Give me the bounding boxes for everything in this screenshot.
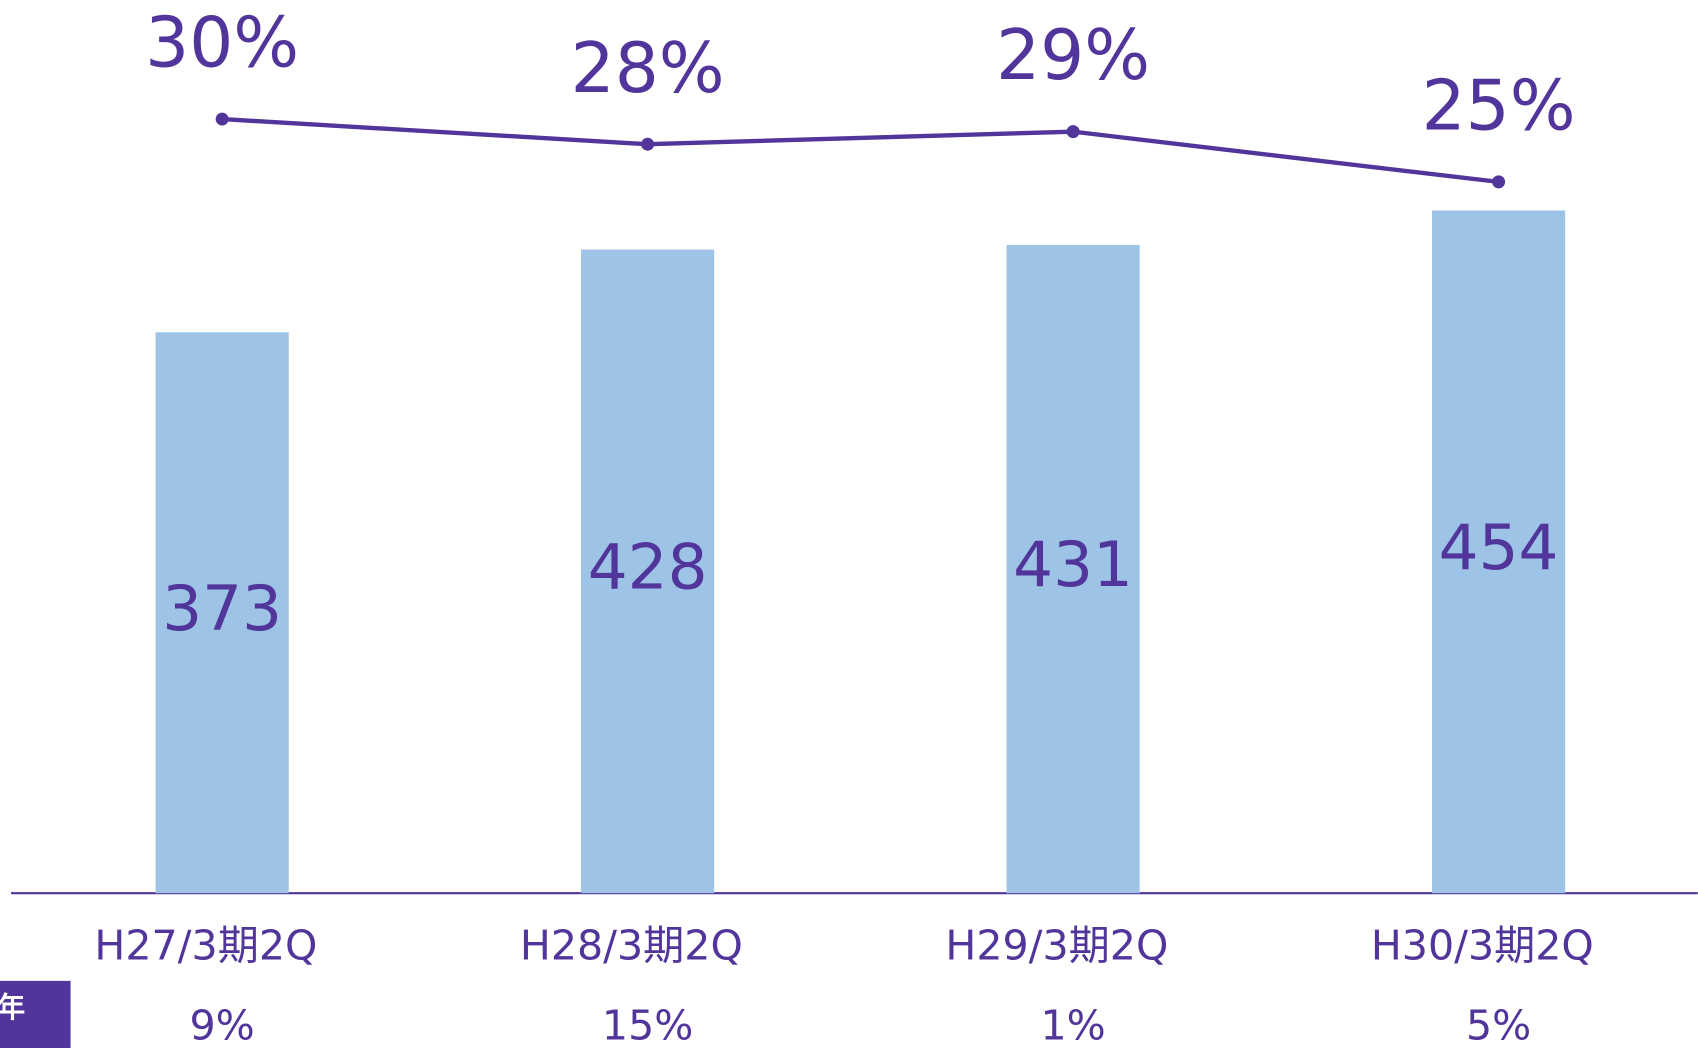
line-value-label: 29% <box>996 16 1150 96</box>
line-point <box>1066 125 1080 139</box>
x-tick-label: H27/3期2Q <box>94 921 317 969</box>
line <box>222 116 1499 185</box>
row-label-box <box>0 980 71 1048</box>
growth-label: 5% <box>1466 1002 1531 1048</box>
bar-value-label: 431 <box>1013 528 1133 601</box>
bar <box>1006 245 1140 894</box>
bar-value-label: 373 <box>162 572 282 645</box>
line-value-label: 25% <box>1422 66 1576 146</box>
bar <box>1432 210 1566 894</box>
bar-value-label: 428 <box>588 530 708 603</box>
growth-label: 1% <box>1040 1002 1105 1048</box>
line-point <box>641 137 655 151</box>
line-point <box>1492 175 1506 189</box>
growth-label: 15% <box>602 1002 693 1048</box>
line-point <box>215 112 229 126</box>
line-value-label: 30% <box>145 4 299 84</box>
bar <box>155 332 289 894</box>
x-tick-label: H28/3期2Q <box>520 921 743 969</box>
x-tick-label: H30/3期2Q <box>1371 921 1594 969</box>
line-value-label: 28% <box>571 29 725 109</box>
x-tick-label: H29/3期2Q <box>945 921 1168 969</box>
bar-value-label: 454 <box>1439 511 1559 584</box>
row-label: 年 <box>0 991 25 1024</box>
growth-label: 9% <box>190 1002 255 1048</box>
bar <box>581 249 715 894</box>
